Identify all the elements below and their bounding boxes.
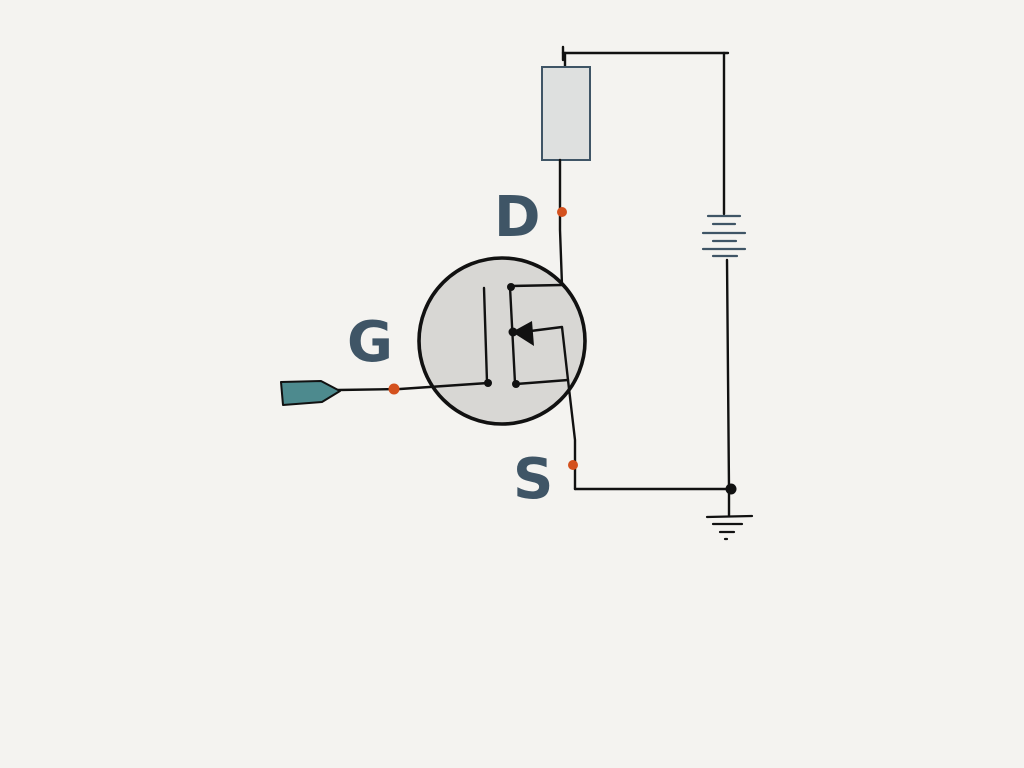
mosfet-body: [417, 256, 587, 426]
gate-terminal-dot: [388, 383, 400, 395]
source-label: S: [513, 447, 553, 512]
input-arrow-icon: [280, 380, 341, 406]
ground-junction-dot: [725, 483, 737, 495]
battery-icon: [701, 214, 747, 258]
drain-terminal-dot: [557, 207, 567, 217]
battery-bottom-wire: [725, 258, 731, 491]
source-junction-dot: [512, 380, 520, 388]
source-terminal-dot: [568, 460, 578, 470]
mosfet-symbol: [482, 283, 577, 491]
body-diode-arrow-icon: [512, 321, 534, 346]
gate-label: G: [347, 310, 393, 375]
body-connection: [513, 325, 577, 491]
ground-icon: [705, 514, 754, 541]
drain-wire: [558, 158, 564, 287]
resistor-icon: [541, 66, 591, 161]
body-junction-dot: [508, 327, 518, 337]
gate-wire: [336, 381, 490, 392]
drain-label: D: [494, 185, 540, 250]
drain-junction-dot: [507, 283, 515, 291]
gate-plate: [482, 286, 489, 384]
drain-connection: [509, 283, 564, 288]
source-connection: [514, 378, 570, 386]
